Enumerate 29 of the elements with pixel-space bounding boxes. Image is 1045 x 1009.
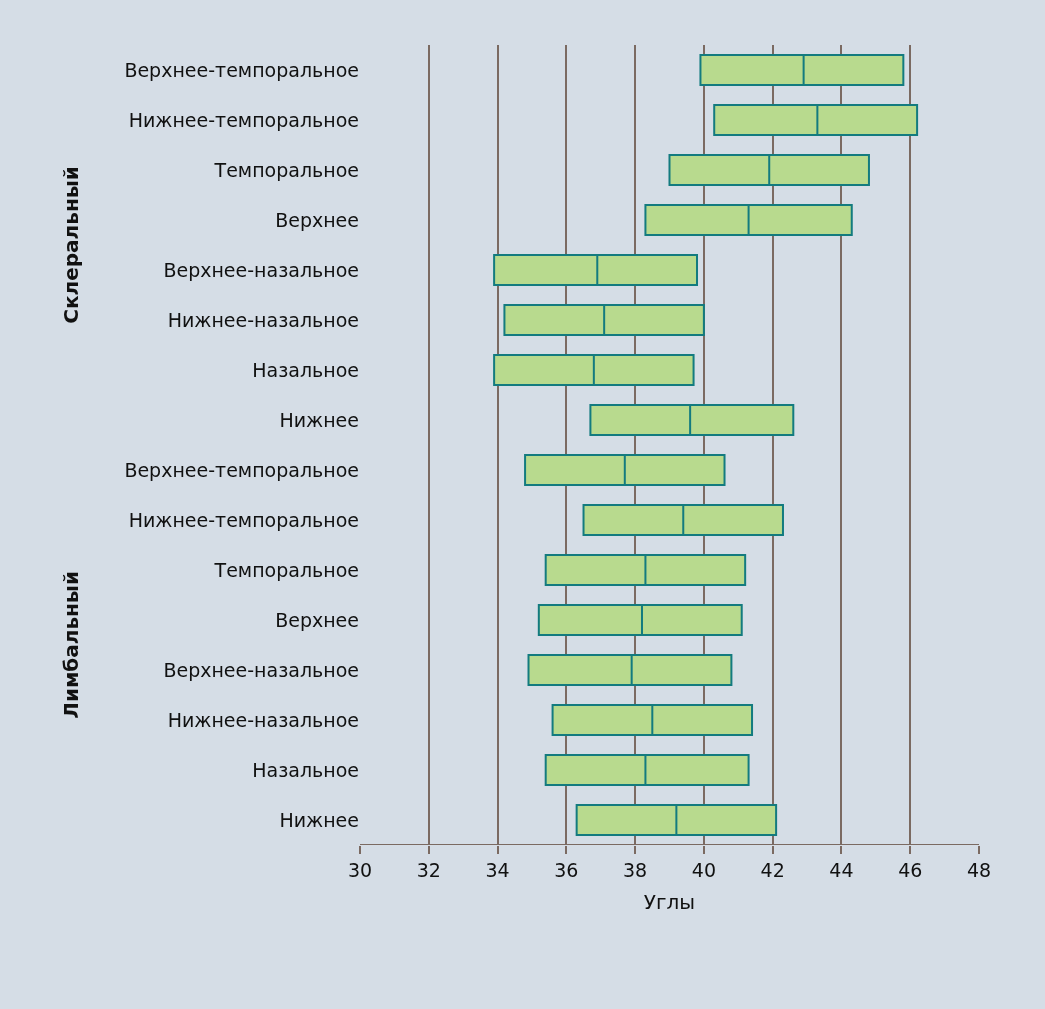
x-tick-label: 30: [347, 858, 373, 881]
y-tick-label: Верхнее-назальное: [163, 658, 359, 681]
x-tick-label: 44: [829, 858, 854, 881]
text: Лимбальный: [58, 571, 83, 719]
x-tick-label: 32: [416, 858, 441, 881]
y-tick-label: Нижнее-назальное: [167, 308, 359, 331]
y-tick-label: Верхнее-темпоральное: [124, 58, 359, 81]
y-tick-label: Нижнее: [279, 408, 359, 431]
y-tick-label: Нижнее: [279, 808, 359, 831]
x-tick-label: 42: [760, 858, 785, 881]
y-tick-label: Нижнее-темпоральное: [128, 108, 359, 131]
y-tick-label: Верхнее: [275, 208, 359, 231]
x-tick-label: 46: [898, 858, 923, 881]
y-tick-label: Нижнее-назальное: [167, 708, 359, 731]
y-tick-label: Верхнее-темпоральное: [124, 458, 359, 481]
x-tick-label: 38: [623, 858, 648, 881]
y-tick-label: Верхнее: [275, 608, 359, 631]
y-tick-label: Верхнее-назальное: [163, 258, 359, 281]
y-tick-label: Назальное: [252, 358, 359, 381]
x-tick-label: 34: [485, 858, 510, 881]
y-tick-label: Нижнее-темпоральное: [128, 508, 359, 531]
x-axis-title: Углы: [643, 890, 696, 915]
x-tick-label: 48: [966, 858, 992, 881]
x-tick-label: 40: [691, 858, 716, 881]
y-tick-label: Назальное: [252, 758, 359, 781]
text: Склеральный: [58, 166, 83, 324]
y-tick-label: Темпоральное: [213, 558, 359, 581]
x-tick-label: 36: [554, 858, 579, 881]
y-tick-label: Темпоральное: [213, 158, 359, 181]
